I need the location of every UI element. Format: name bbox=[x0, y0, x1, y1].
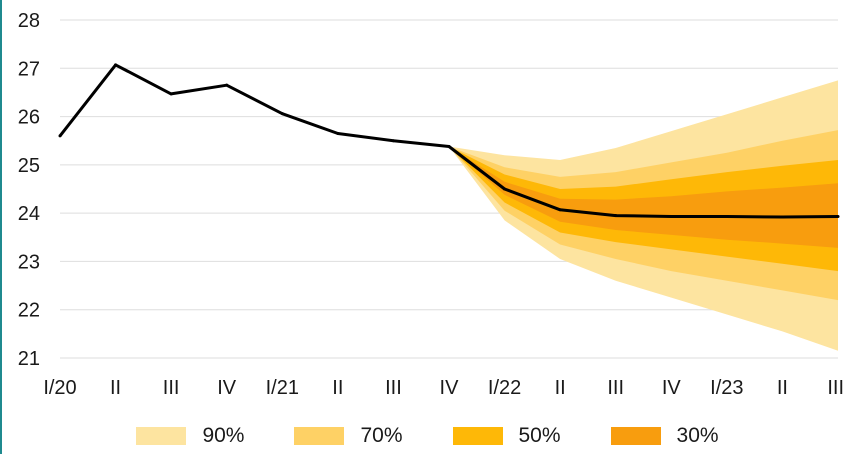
x-tick-label: IV bbox=[440, 377, 460, 399]
series-point bbox=[669, 215, 673, 219]
legend-label: 90% bbox=[202, 424, 245, 447]
series-point bbox=[447, 145, 451, 149]
y-tick-label: 23 bbox=[18, 251, 40, 273]
x-tick-label: I/22 bbox=[488, 377, 521, 399]
series-point bbox=[280, 112, 284, 116]
x-tick-label: IV bbox=[662, 377, 682, 399]
legend: 90% 70% 50% 30% bbox=[2, 422, 853, 450]
y-tick-label: 27 bbox=[18, 58, 40, 80]
x-tick-label: II bbox=[332, 377, 343, 399]
series-point bbox=[169, 92, 173, 96]
x-tick-label: II bbox=[777, 377, 788, 399]
x-tick-label: I/23 bbox=[710, 377, 743, 399]
x-axis-ticks: I/20 II III IV I/21 II III IV I/22 II III IV I/23 II I… bbox=[43, 377, 844, 399]
series-point bbox=[558, 208, 562, 212]
series-point bbox=[614, 214, 618, 218]
x-tick-label: III bbox=[163, 377, 180, 399]
x-tick-label: II bbox=[555, 377, 566, 399]
series-lines bbox=[58, 63, 840, 219]
legend-swatch bbox=[610, 427, 661, 445]
series-point bbox=[225, 83, 229, 87]
y-tick-label: 26 bbox=[18, 107, 40, 129]
series-point bbox=[780, 215, 784, 219]
y-tick-label: 28 bbox=[18, 10, 40, 32]
y-axis-ticks: 21 22 23 24 25 26 27 28 bbox=[18, 10, 40, 370]
x-tick-label: I/20 bbox=[43, 377, 76, 399]
legend-item: 30% bbox=[610, 424, 719, 448]
legend-swatch bbox=[294, 427, 345, 445]
series-point bbox=[725, 215, 729, 219]
fan-band-30pct bbox=[449, 146, 838, 248]
legend-swatch bbox=[136, 427, 187, 445]
series-point bbox=[58, 134, 62, 138]
legend-item: 70% bbox=[294, 424, 403, 448]
legend-label: 50% bbox=[518, 424, 561, 447]
x-tick-label: III bbox=[607, 377, 624, 399]
x-tick-label: I/21 bbox=[266, 377, 299, 399]
series-point bbox=[114, 63, 118, 67]
x-tick-label: III bbox=[827, 377, 844, 399]
series-point bbox=[836, 215, 840, 219]
x-tick-label: IV bbox=[217, 377, 237, 399]
series-point bbox=[503, 187, 507, 191]
legend-item: 50% bbox=[452, 424, 561, 448]
x-tick-label: II bbox=[110, 377, 121, 399]
y-tick-label: 22 bbox=[18, 300, 40, 322]
y-tick-label: 25 bbox=[18, 155, 40, 177]
legend-label: 30% bbox=[676, 424, 719, 447]
legend-item: 90% bbox=[136, 424, 244, 448]
legend-swatch bbox=[452, 427, 503, 445]
x-tick-label: III bbox=[385, 377, 402, 399]
y-tick-label: 21 bbox=[18, 348, 40, 370]
y-tick-label: 24 bbox=[18, 203, 40, 225]
legend-label: 70% bbox=[360, 424, 403, 447]
series-point bbox=[391, 139, 395, 143]
series-point bbox=[336, 131, 340, 135]
grid-lines bbox=[60, 19, 838, 359]
